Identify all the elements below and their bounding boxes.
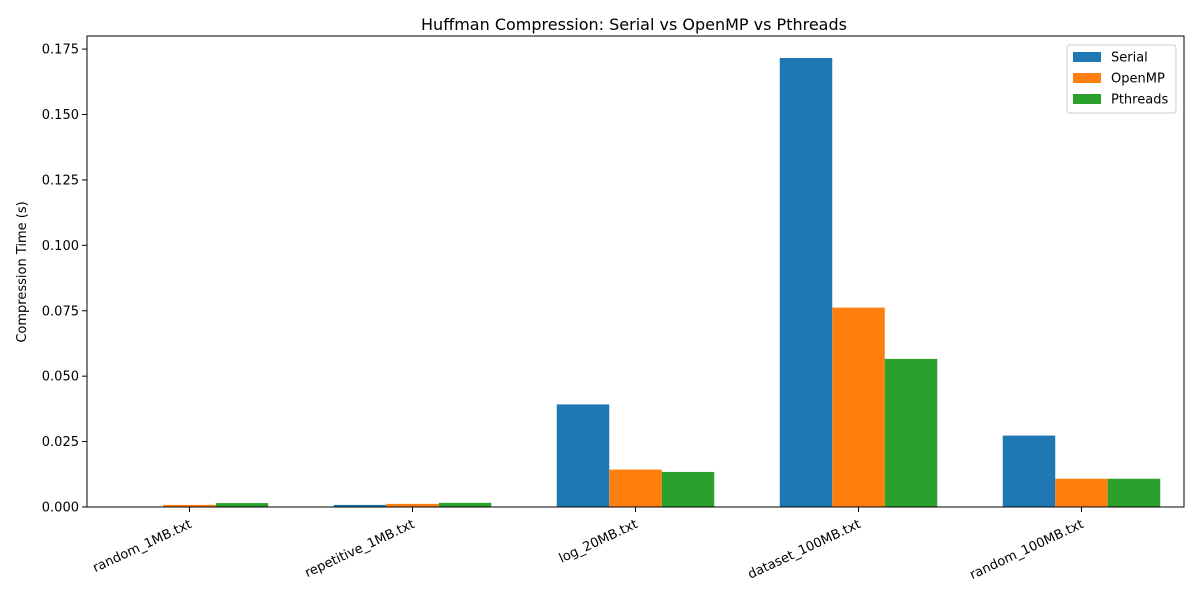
x-tick-label: dataset_100MB.txt bbox=[746, 517, 863, 582]
plot-area bbox=[110, 57, 1161, 507]
bar-openmp-1 bbox=[386, 503, 439, 507]
x-axis: random_1MB.txt repetitive_1MB.txt log_20MB… bbox=[91, 507, 1087, 583]
legend-swatch-pthreads bbox=[1073, 94, 1101, 104]
x-tick-label: repetitive_1MB.txt bbox=[303, 517, 418, 581]
bar-pthreads-2 bbox=[661, 471, 715, 507]
y-tick-label: 0.125 bbox=[42, 173, 79, 188]
y-tick-label: 0.000 bbox=[42, 501, 79, 516]
y-axis-label: Compression Time (s) bbox=[15, 201, 30, 342]
bar-serial-1 bbox=[333, 504, 387, 507]
bar-serial-2 bbox=[556, 404, 610, 507]
legend-swatch-serial bbox=[1073, 52, 1101, 62]
bar-serial-4 bbox=[1002, 435, 1056, 507]
legend-label-openmp: OpenMP bbox=[1111, 72, 1165, 87]
bar-openmp-4 bbox=[1055, 478, 1108, 507]
bar-openmp-3 bbox=[832, 307, 885, 507]
chart-title: Huffman Compression: Serial vs OpenMP vs… bbox=[421, 15, 847, 34]
plot-frame bbox=[86, 35, 1185, 508]
legend-swatch-openmp bbox=[1073, 73, 1101, 83]
y-tick-label: 0.100 bbox=[42, 239, 79, 254]
y-tick-label: 0.175 bbox=[42, 43, 79, 58]
bar-openmp-2 bbox=[609, 469, 662, 507]
bar-openmp-0 bbox=[163, 504, 216, 507]
y-tick-label: 0.075 bbox=[42, 304, 79, 319]
bar-pthreads-1 bbox=[438, 502, 492, 507]
y-tick-label: 0.050 bbox=[42, 370, 79, 385]
x-tick-label: random_100MB.txt bbox=[968, 517, 1087, 583]
bar-pthreads-4 bbox=[1107, 478, 1161, 507]
x-tick-label: log_20MB.txt bbox=[557, 517, 640, 567]
legend-label-pthreads: Pthreads bbox=[1111, 93, 1168, 108]
legend: Serial OpenMP Pthreads bbox=[1066, 44, 1177, 114]
y-tick-label: 0.025 bbox=[42, 435, 79, 450]
y-tick-label: 0.150 bbox=[42, 108, 79, 123]
bar-serial-3 bbox=[779, 57, 833, 507]
x-tick-label: random_1MB.txt bbox=[91, 517, 195, 576]
bar-pthreads-3 bbox=[884, 358, 938, 507]
y-axis: 0.000 0.025 0.050 0.075 0.100 0.125 0.150 0.175 bbox=[42, 43, 87, 516]
legend-label-serial: Serial bbox=[1111, 51, 1148, 66]
bar-pthreads-0 bbox=[215, 503, 269, 507]
